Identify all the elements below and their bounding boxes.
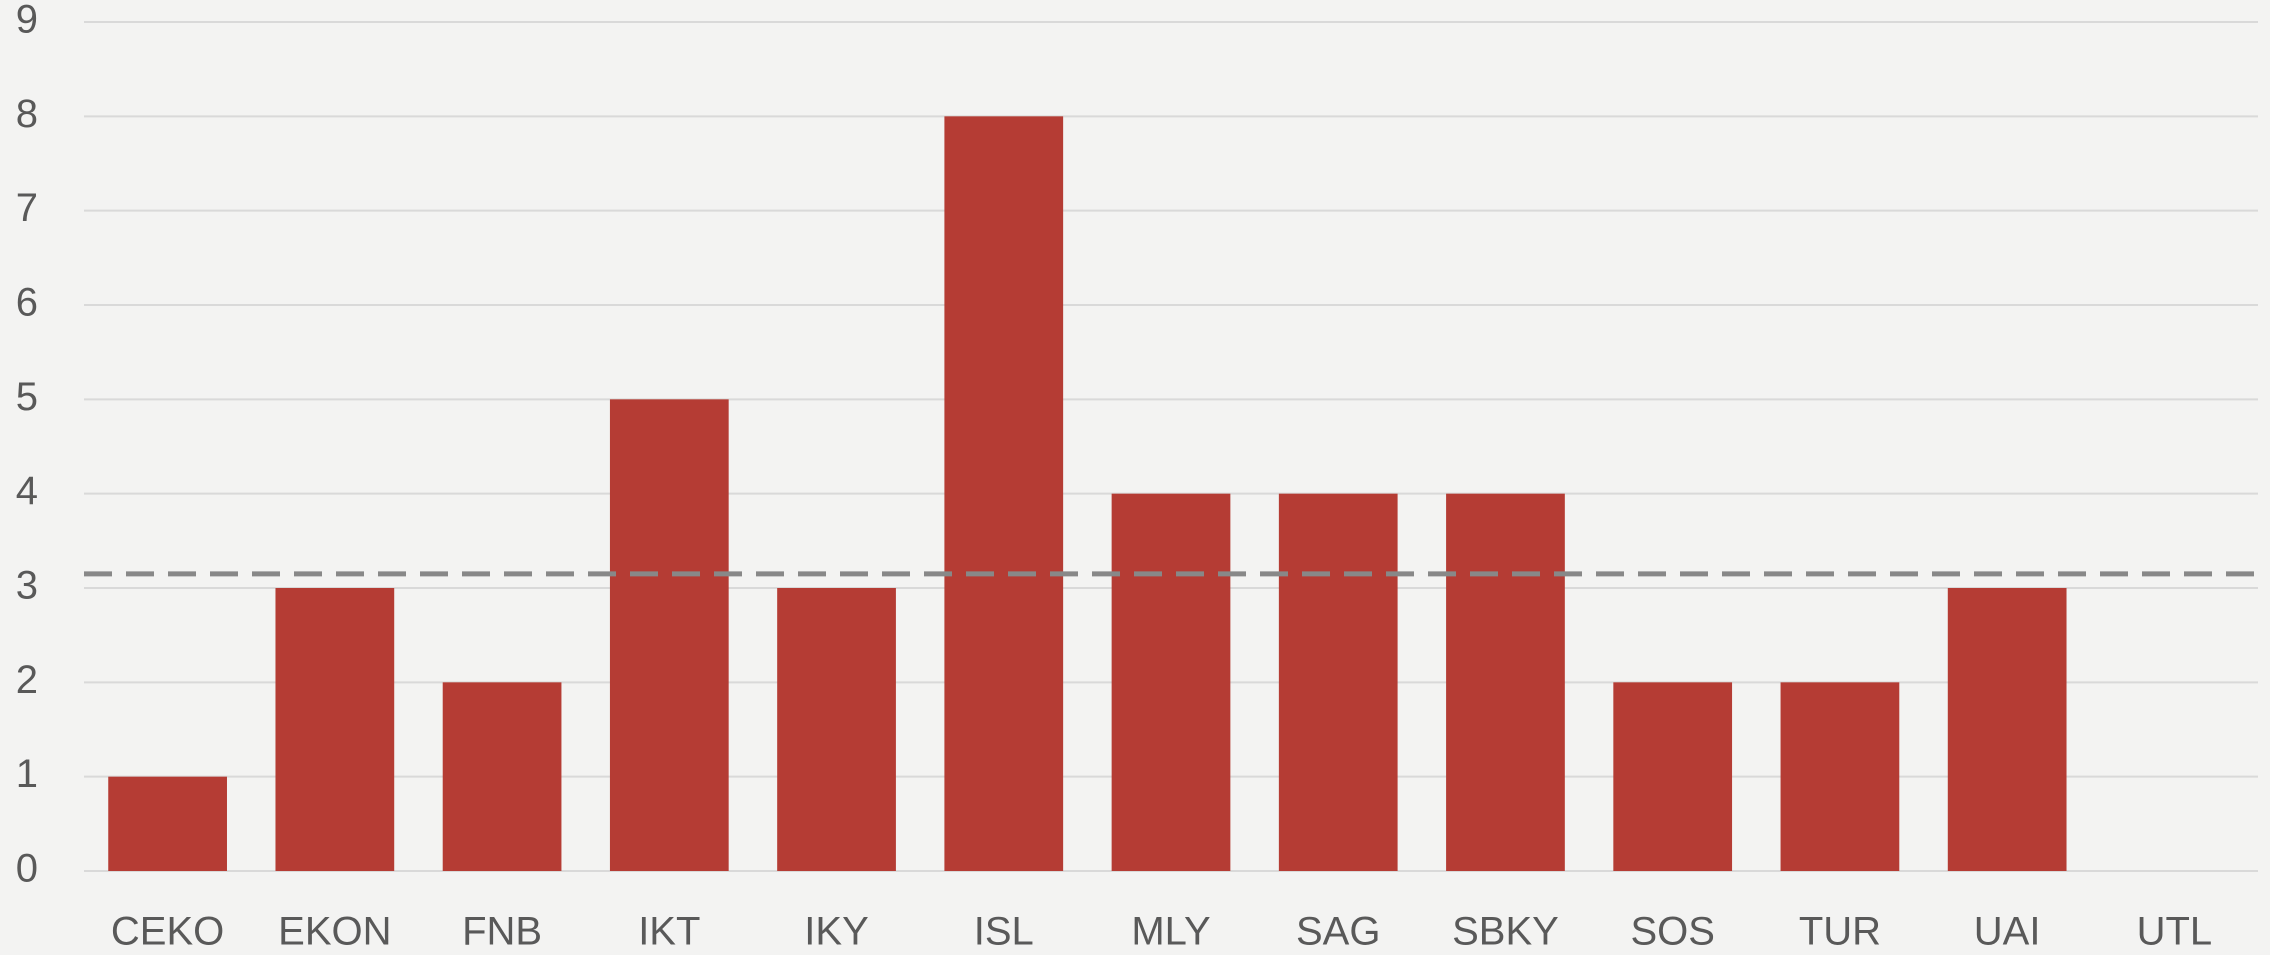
x-tick-label: SOS: [1630, 910, 1714, 954]
y-tick-label: 7: [16, 186, 38, 230]
y-tick-label: 2: [16, 658, 38, 702]
x-tick-label: EKON: [278, 910, 391, 954]
y-tick-label: 3: [16, 564, 38, 608]
bar: [944, 116, 1064, 872]
x-tick-label: UAI: [1974, 910, 2041, 954]
x-tick-label: SAG: [1296, 910, 1380, 954]
bar: [275, 588, 395, 871]
y-tick-label: 1: [16, 752, 38, 796]
bar: [609, 399, 729, 871]
y-tick-label: 8: [16, 92, 38, 136]
x-tick-label: IKY: [804, 910, 868, 954]
x-tick-label: UTL: [2137, 910, 2213, 954]
bar: [108, 776, 227, 871]
y-tick-label: 6: [16, 281, 38, 325]
x-tick-label: FNB: [462, 910, 542, 954]
bar: [1613, 682, 1733, 871]
y-tick-label: 9: [16, 0, 38, 42]
y-tick-label: 4: [16, 469, 38, 513]
bar: [1780, 682, 1900, 871]
x-tick-label: MLY: [1131, 910, 1210, 954]
bar: [1111, 493, 1231, 871]
x-tick-label: TUR: [1799, 910, 1881, 954]
bar: [777, 588, 896, 871]
bar: [442, 682, 562, 871]
bar: [1446, 493, 1565, 871]
x-tick-label: SBKY: [1452, 910, 1559, 954]
x-tick-label: IKT: [638, 910, 700, 954]
bar: [1278, 493, 1398, 871]
y-tick-label: 0: [16, 847, 38, 891]
y-tick-label: 5: [16, 375, 38, 419]
bar: [1947, 588, 2067, 871]
x-tick-label: CEKO: [111, 910, 224, 954]
x-tick-label: ISL: [974, 910, 1034, 954]
